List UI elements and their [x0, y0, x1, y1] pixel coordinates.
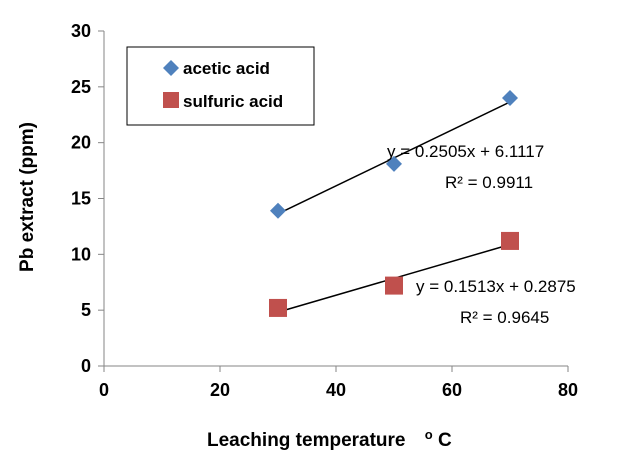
y-tick-label: 30: [71, 21, 91, 41]
tick-labels: 0 5 10 15 20 25 30 0 20 40 60 80: [71, 21, 578, 400]
legend-marker-acetic-acid: [163, 60, 179, 76]
point-sulfuric-acid: [385, 276, 403, 295]
legend-marker-sulfuric-acid: [163, 92, 179, 108]
r2-text-sulfuric-acid: R² = 0.9645: [460, 308, 549, 327]
equation-sulfuric-acid: y = 0.1513x + 0.2875 R² = 0.9645: [416, 277, 576, 327]
y-tick-label: 0: [81, 356, 91, 376]
equation-text-acetic-acid: y = 0.2505x + 6.1117: [387, 142, 544, 161]
r2-text-acetic-acid: R² = 0.9911: [445, 173, 533, 192]
legend-box: [126, 46, 315, 126]
x-tick-label: 80: [558, 380, 578, 400]
axes: [98, 30, 569, 372]
y-axis-title: Pb extract (ppm): [17, 122, 38, 272]
equation-acetic-acid: y = 0.2505x + 6.1117 R² = 0.9911: [387, 142, 544, 192]
point-acetic-acid: [502, 90, 518, 106]
x-tick-label: 60: [442, 380, 462, 400]
x-tick-label: 0: [99, 380, 109, 400]
point-acetic-acid: [386, 155, 402, 172]
point-sulfuric-acid: [269, 298, 287, 317]
x-axis-title-unit-prefix: o: [425, 427, 433, 442]
legend-label-sulfuric-acid: sulfuric acid: [183, 92, 283, 111]
y-tick-label: 15: [71, 189, 91, 209]
x-axis-title-main: Leaching temperature: [207, 430, 406, 451]
legend-label-acetic-acid: acetic acid: [183, 59, 270, 78]
equation-text-sulfuric-acid: y = 0.1513x + 0.2875: [416, 277, 576, 296]
x-axis-title-unit: C: [438, 430, 452, 451]
y-tick-label: 5: [81, 300, 91, 320]
x-tick-label: 20: [210, 380, 230, 400]
y-tick-label: 20: [71, 133, 91, 153]
x-tick-label: 40: [326, 380, 346, 400]
x-axis-title: Leaching temperature o C: [207, 423, 452, 451]
point-sulfuric-acid: [501, 231, 519, 250]
y-tick-label: 10: [71, 244, 91, 264]
y-tick-label: 25: [71, 77, 91, 97]
point-acetic-acid: [270, 202, 286, 219]
data-points: [269, 90, 519, 317]
legend: acetic acid sulfuric acid: [126, 46, 315, 126]
